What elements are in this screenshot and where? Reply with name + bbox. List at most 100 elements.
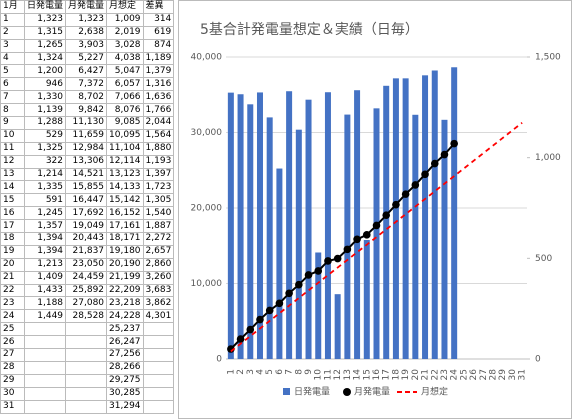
x-tick-label: 27 [479, 369, 489, 380]
table-cell: 27,080 [65, 296, 108, 311]
table-cell [23, 386, 67, 401]
table-cell: 13,306 [65, 154, 108, 169]
series-line [230, 122, 523, 353]
table-cell: 2,044 [142, 116, 175, 130]
table-cell: 19,180 [106, 244, 144, 259]
table-cell: 23 [0, 296, 25, 311]
table-row: 16 1,245 17,692 16,152 1,540 [0, 206, 175, 221]
table-cell: 17,161 [106, 219, 144, 234]
table-cell: 16,447 [65, 193, 108, 208]
table-cell: 619 [142, 25, 175, 40]
table-cell [142, 360, 175, 375]
table-cell: 1 [0, 12, 25, 27]
table-cell: 3,028 [106, 38, 144, 53]
table-row: 14 1,335 15,855 14,133 1,723 [0, 180, 175, 195]
table-cell: 12,984 [65, 141, 108, 156]
table-cell: 26,247 [106, 335, 144, 350]
table-row: 4 1,324 5,227 4,038 1,189 [0, 51, 175, 66]
table-row: 2 1,315 2,638 2,019 619 [0, 25, 175, 40]
table-cell: 20 [0, 257, 25, 272]
chart-title: 5基合計発電量想定＆実績（日毎） [200, 21, 419, 38]
table-row: 29 29,275 [0, 373, 175, 388]
x-tick-label: 1 [226, 369, 236, 375]
table-cell: 1,433 [23, 283, 67, 298]
table-cell: 23,218 [106, 296, 144, 311]
table-cell: 8 [0, 103, 25, 118]
table-cell: 23,050 [65, 257, 108, 272]
y2-tick-label: 1,000 [535, 153, 561, 163]
bar [422, 75, 429, 359]
table-cell: 1,245 [23, 206, 67, 221]
line-marker [333, 254, 342, 263]
table-cell: 14,521 [65, 167, 108, 182]
table-cell [65, 335, 108, 350]
bar [305, 99, 312, 359]
table-row: 10 529 11,659 10,095 1,564 [0, 128, 175, 143]
bar [354, 90, 361, 359]
table-cell: 11,659 [65, 128, 108, 143]
table-row: 1 1,323 1,323 1,009 314 [0, 12, 175, 27]
table-cell: 1,315 [23, 25, 67, 40]
table-cell: 1,766 [142, 103, 175, 118]
x-tick-label: 6 [275, 369, 285, 375]
line-marker [392, 200, 400, 209]
table-row: 27 27,256 [0, 348, 175, 362]
table-cell [65, 348, 108, 362]
x-tick-label: 30 [508, 369, 518, 381]
table-cell: 1,323 [23, 12, 67, 27]
table-cell: 25 [0, 322, 25, 337]
table-cell: 1,139 [23, 103, 67, 118]
bar [276, 168, 283, 359]
table-cell: 1,323 [65, 12, 108, 27]
x-tick-label: 14 [353, 369, 363, 381]
x-tick-label: 4 [255, 369, 265, 375]
bar [247, 104, 254, 360]
table-cell: 7 [0, 90, 25, 105]
bar [363, 240, 370, 359]
line-marker [362, 231, 371, 239]
bar [373, 108, 380, 359]
line-marker [304, 271, 313, 279]
x-tick-label: 9 [304, 369, 314, 375]
table-cell: 12 [0, 154, 25, 169]
table-cell: 9,842 [65, 103, 108, 118]
table-cell: 25,892 [65, 283, 108, 298]
table-cell: 28,528 [65, 309, 108, 324]
table-cell: 1,189 [142, 51, 175, 66]
table-cell [65, 322, 108, 337]
table-cell: 月想定 [106, 0, 144, 14]
line-marker [401, 190, 410, 198]
table-cell: 31 [0, 399, 25, 414]
table-cell: 1,335 [23, 180, 67, 195]
table-cell: 24,459 [65, 270, 108, 285]
line-marker [246, 325, 255, 334]
table-cell: 30,285 [106, 386, 144, 401]
table-row: 1月 日発電量 月発電量 月想定 差異 [0, 0, 175, 14]
table-cell: 27,256 [106, 348, 144, 362]
table-row: 3 1,265 3,903 3,028 874 [0, 38, 175, 53]
table-cell: 8,076 [106, 103, 144, 118]
x-tick-label: 11 [323, 369, 333, 380]
bar [286, 91, 293, 359]
line-marker [285, 289, 293, 298]
line-marker [411, 181, 420, 189]
line-marker [353, 235, 361, 244]
x-tick-label: 29 [498, 369, 508, 381]
table-row: 23 1,188 27,080 23,218 3,862 [0, 296, 175, 311]
table-row: 25 25,237 [0, 322, 175, 337]
table-cell: 30 [0, 386, 25, 401]
table-cell: 4,038 [106, 51, 144, 66]
table-cell: 1,214 [23, 167, 67, 182]
table-cell: 3,903 [65, 38, 108, 53]
table-cell: 1,288 [23, 116, 67, 130]
table-cell: 322 [23, 154, 67, 169]
table-cell: 2,638 [65, 25, 108, 40]
table-cell: 1,636 [142, 90, 175, 105]
table-cell: 1,887 [142, 219, 175, 234]
table-cell: 1,325 [23, 141, 67, 156]
table-cell: 12,114 [106, 154, 144, 169]
y-tick-label: 10,000 [191, 279, 223, 289]
table-cell: 5 [0, 64, 25, 79]
table-cell: 4,301 [142, 309, 175, 324]
legend-label: 日発電量 [294, 386, 330, 398]
